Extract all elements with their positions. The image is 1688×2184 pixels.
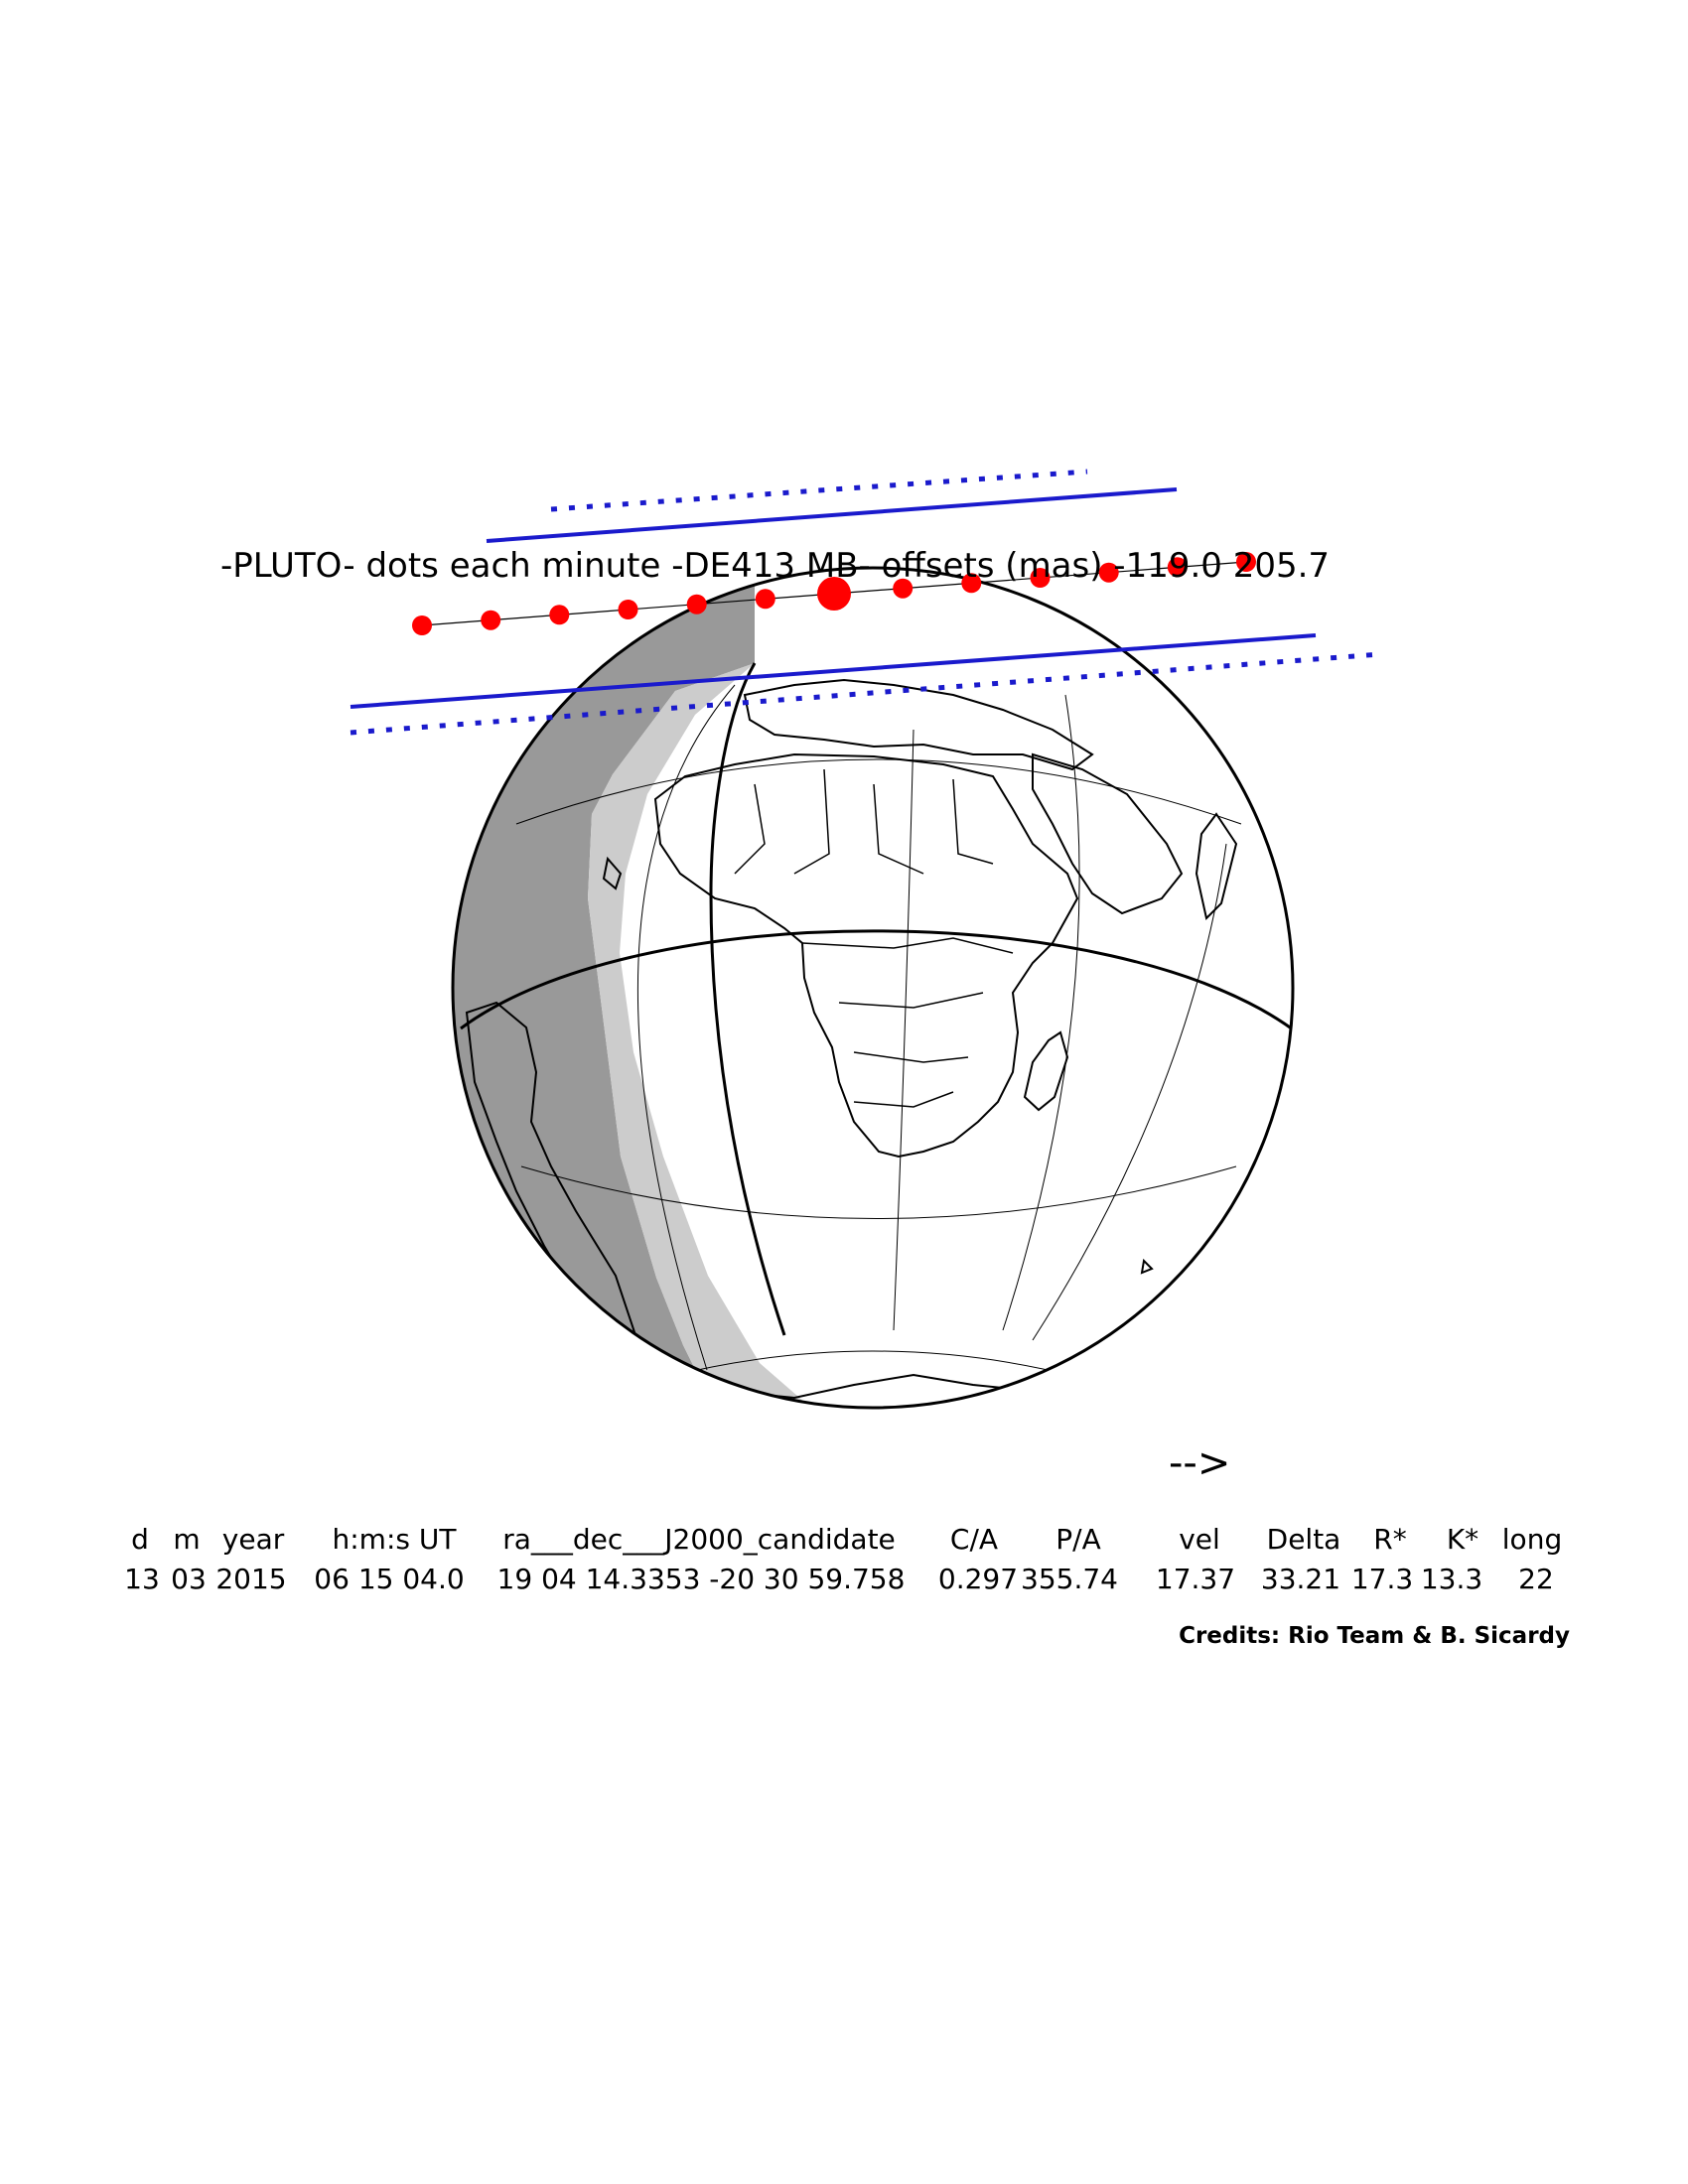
value-time: 06 15 04.0 — [314, 1563, 464, 1595]
minute-dot — [549, 605, 570, 625]
minute-dot — [1236, 552, 1256, 572]
col-header-vel: vel — [1179, 1523, 1220, 1556]
europe — [743, 678, 1094, 771]
north-limit-solid — [486, 487, 1178, 543]
madagascar — [1023, 1030, 1069, 1112]
shadow-path — [350, 469, 1381, 736]
south-limit-solid — [350, 633, 1317, 709]
col-header-rstar: R* — [1373, 1523, 1406, 1556]
equator — [460, 929, 1293, 1031]
value-radec: 19 04 14.3353 -20 30 59.758 — [497, 1563, 906, 1595]
col-header-long: long — [1502, 1523, 1562, 1556]
borders — [734, 768, 1014, 1108]
minute-dot — [412, 615, 432, 635]
value-ca: 0.297 — [938, 1563, 1018, 1595]
globe-limb — [451, 566, 1295, 1410]
north-limit-dotted — [550, 469, 1088, 512]
terminator-meridian — [709, 662, 786, 1336]
value-kstar: 13.3 — [1421, 1563, 1482, 1595]
value-m: 03 — [171, 1563, 207, 1595]
south-limit-dotted — [350, 651, 1381, 736]
col-header-pa: P/A — [1055, 1523, 1100, 1556]
col-header-ca: C/A — [950, 1523, 998, 1556]
graticule — [515, 684, 1242, 1408]
plot-title: -PLUTO- dots each minute -DE413 MB- offs… — [220, 546, 1330, 586]
minute-dot — [481, 610, 501, 630]
globe — [451, 566, 1295, 1410]
minute-dot — [961, 573, 982, 594]
credits: Credits: Rio Team & B. Sicardy — [1179, 1623, 1570, 1649]
closest-approach-dot — [817, 577, 851, 611]
minute-dot — [686, 594, 707, 614]
event-table: d m year h:m:s UT ra___dec___J2000_candi… — [124, 1523, 1562, 1595]
antarctica — [673, 1373, 1043, 1408]
minute-dot — [893, 578, 914, 599]
centerline — [412, 552, 1256, 635]
value-pa: 355.74 — [1021, 1563, 1118, 1595]
minute-dot — [618, 600, 638, 619]
value-vel: 17.37 — [1156, 1563, 1235, 1595]
value-delta: 33.21 — [1261, 1563, 1340, 1595]
direction-arrow: --> — [1169, 1440, 1230, 1486]
india — [1195, 812, 1238, 920]
col-header-time: h:m:s UT — [333, 1523, 458, 1556]
minute-dot — [1167, 557, 1188, 578]
value-year: 2015 — [215, 1563, 286, 1595]
arabia — [1032, 752, 1184, 915]
twilight-region — [588, 663, 836, 1408]
value-long: 22 — [1518, 1563, 1554, 1595]
value-d: 13 — [124, 1563, 160, 1595]
col-header-delta: Delta — [1267, 1523, 1341, 1556]
col-header-year: year — [222, 1523, 285, 1556]
col-header-d: d — [131, 1523, 149, 1556]
col-header-kstar: K* — [1447, 1523, 1478, 1556]
col-header-m: m — [173, 1523, 200, 1556]
col-header-radec: ra___dec___J2000_candidate — [502, 1523, 896, 1556]
minute-dot — [1030, 568, 1051, 588]
minute-dot — [755, 589, 775, 610]
value-rstar: 17.3 — [1351, 1563, 1413, 1595]
minute-dot — [1098, 562, 1119, 583]
africa — [653, 752, 1079, 1159]
